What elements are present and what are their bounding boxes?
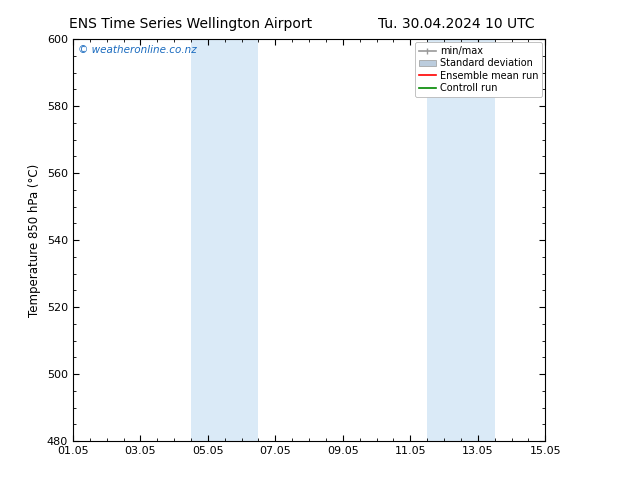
Bar [427,39,495,441]
Text: © weatheronline.co.nz: © weatheronline.co.nz [77,45,197,55]
Bar [191,39,259,441]
Y-axis label: Temperature 850 hPa (°C): Temperature 850 hPa (°C) [29,164,41,317]
Text: ENS Time Series Wellington Airport: ENS Time Series Wellington Airport [68,17,312,31]
Text: Tu. 30.04.2024 10 UTC: Tu. 30.04.2024 10 UTC [378,17,535,31]
Legend: min/max, Standard deviation, Ensemble mean run, Controll run: min/max, Standard deviation, Ensemble me… [415,42,542,97]
